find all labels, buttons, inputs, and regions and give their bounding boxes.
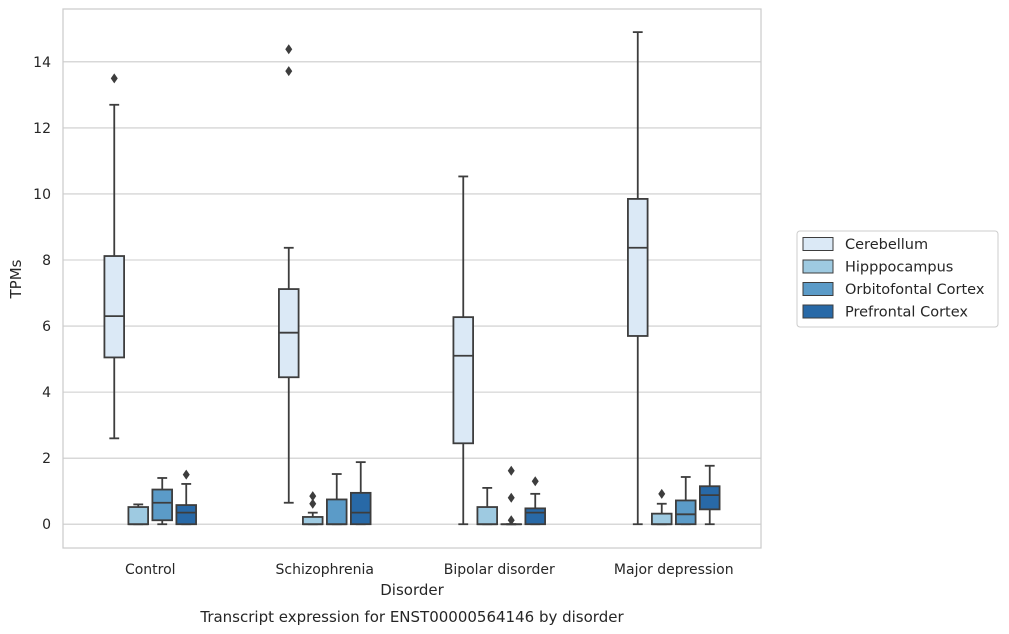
outlier-point — [658, 488, 666, 499]
outlier-point — [507, 465, 515, 476]
box-group — [452, 175, 474, 526]
x-tick-label: Control — [125, 562, 176, 578]
box — [350, 491, 372, 526]
box-group — [500, 465, 522, 526]
box-groups — [103, 31, 721, 526]
legend-label: Hipppocampus — [845, 260, 953, 276]
y-tick-label: 6 — [42, 319, 51, 335]
legend-label: Cerebellum — [845, 237, 928, 253]
legend-frame — [796, 230, 999, 328]
x-axis-title: Disorder — [380, 581, 444, 599]
outlier-point — [507, 515, 515, 526]
y-axis-title: TPMs — [7, 259, 25, 299]
box-group — [476, 486, 498, 526]
box — [302, 516, 324, 526]
y-tick-label: 12 — [33, 121, 51, 137]
y-tick-labels: 0 2 4 6 8 10 12 14 — [33, 55, 51, 533]
legend-swatch — [802, 259, 834, 274]
legend-label: Orbitofontal Cortex — [845, 282, 985, 298]
x-tick-label: Bipolar disorder — [444, 562, 555, 578]
y-tick-label: 4 — [42, 385, 51, 401]
box — [103, 255, 125, 359]
y-tick-label: 0 — [42, 517, 51, 533]
box-group — [651, 488, 673, 526]
outlier-point — [285, 44, 293, 55]
outlier-point — [285, 66, 293, 77]
box — [476, 506, 498, 526]
legend-swatch — [802, 282, 834, 296]
box-group — [675, 476, 697, 526]
legend-swatch — [802, 237, 834, 251]
outlier-point — [507, 492, 515, 503]
y-tick-label: 10 — [33, 187, 51, 203]
outlier-point — [531, 476, 539, 487]
x-tick-label: Schizophrenia — [276, 562, 374, 578]
box — [175, 504, 197, 526]
box-group — [278, 44, 300, 504]
box-group — [151, 477, 173, 526]
outlier-point — [309, 491, 317, 502]
y-tick-label: 8 — [42, 253, 51, 269]
x-tick-labels: Control Schizophrenia Bipolar disorder Majo… — [125, 562, 734, 578]
outlier-point — [182, 469, 190, 480]
box — [627, 198, 649, 337]
box-group — [103, 73, 125, 440]
y-tick-label: 2 — [42, 451, 51, 467]
box-group — [699, 464, 721, 526]
y-tick-label: 14 — [33, 55, 51, 71]
box — [651, 512, 673, 526]
box — [326, 498, 348, 526]
box-group — [302, 491, 324, 526]
box — [452, 316, 474, 445]
box-group — [627, 31, 649, 526]
box — [524, 507, 546, 526]
box-group — [524, 476, 546, 526]
box-group — [326, 473, 348, 526]
box — [699, 485, 721, 511]
box-group — [127, 503, 149, 526]
box — [127, 506, 149, 526]
outlier-point — [110, 73, 118, 84]
x-tick-label: Major depression — [614, 562, 734, 578]
legend-label: Prefrontal Cortex — [845, 305, 968, 321]
legend-swatch — [802, 304, 834, 319]
legend: Cerebellum Hipppocampus Orbitofontal Corte… — [796, 230, 999, 328]
box-group — [175, 469, 197, 526]
box — [675, 499, 697, 526]
chart-title: Transcript expression for ENST0000056414… — [199, 608, 624, 626]
box — [151, 488, 173, 522]
plot-frame — [62, 8, 762, 549]
outlier-point — [309, 498, 317, 509]
box-group — [350, 461, 372, 526]
